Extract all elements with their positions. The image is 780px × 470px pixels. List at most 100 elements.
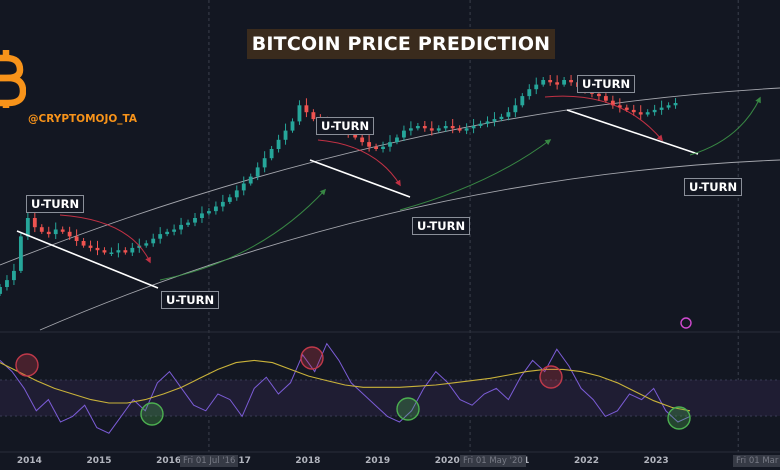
downtrend-line-2	[566, 109, 699, 155]
candle-body	[367, 142, 372, 147]
alert-icon	[680, 317, 692, 329]
candle-body	[527, 89, 532, 97]
candle-body	[179, 224, 183, 230]
candle-body	[353, 132, 358, 138]
uturn-label-2023-bottom: U-TURN	[684, 178, 743, 196]
candle-body	[492, 119, 497, 122]
candle-body	[67, 231, 72, 237]
candle-body	[220, 201, 225, 207]
red-arrow-0	[59, 214, 151, 264]
candle-body	[360, 137, 365, 143]
bitcoin-logo-icon	[0, 48, 26, 108]
grid-layer	[0, 0, 780, 453]
candle-body	[248, 176, 253, 184]
date-chip-2020: Fri 01 May '20	[460, 455, 526, 467]
candle-body	[95, 247, 100, 251]
candle-body	[234, 190, 239, 198]
candle-layer	[0, 75, 678, 296]
candle-body	[39, 227, 44, 232]
green-arrow-5	[689, 96, 761, 156]
green-signal-circle-4	[396, 397, 420, 421]
candle-body	[402, 130, 406, 138]
candle-body	[513, 105, 518, 113]
green-arrow-3	[159, 188, 327, 281]
candle-body	[631, 109, 636, 113]
candle-body	[548, 80, 553, 83]
candle-body	[464, 128, 469, 131]
candle-body	[304, 105, 309, 113]
candle-body	[436, 128, 441, 131]
green-signal-circle-3	[140, 402, 164, 426]
candle-body	[297, 105, 302, 122]
candle-body	[597, 93, 601, 97]
candle-body	[374, 146, 378, 149]
year-tick-label: 2018	[295, 456, 321, 466]
candle-body	[123, 250, 128, 253]
candle-body	[262, 158, 267, 168]
candle-body	[520, 96, 525, 106]
year-tick-label: 2023	[643, 456, 669, 466]
candle-body	[102, 250, 107, 253]
candle-body	[137, 245, 142, 248]
candle-body	[457, 128, 462, 131]
candle-body	[645, 112, 650, 115]
candle-body	[53, 229, 58, 235]
candle-body	[638, 112, 643, 115]
green-arrow-4	[399, 139, 552, 211]
channel-lower-line	[39, 159, 780, 331]
candle-body	[60, 229, 65, 232]
candle-body	[32, 218, 37, 228]
candle-body	[562, 80, 567, 85]
candle-body	[269, 149, 274, 159]
candle-body	[499, 116, 504, 120]
red-signal-circle-2	[539, 365, 563, 389]
oscillator-panel	[0, 342, 691, 434]
candle-body	[151, 238, 156, 244]
candle-body	[311, 112, 316, 120]
candle-body	[255, 167, 260, 177]
candle-body	[109, 252, 114, 254]
downtrend-line-1	[309, 159, 411, 198]
candle-body	[443, 126, 448, 129]
candle-body	[471, 126, 476, 129]
candle-body	[165, 231, 170, 235]
candle-body	[506, 112, 511, 117]
red-signal-circle-1	[300, 346, 324, 370]
green-signal-circle-5	[667, 406, 691, 430]
candle-body	[186, 222, 190, 225]
candle-body	[5, 280, 9, 287]
year-tick-label: 2020	[434, 456, 460, 466]
candle-body	[18, 236, 23, 271]
candle-body	[659, 107, 664, 110]
candle-body	[429, 128, 434, 131]
candle-body	[388, 142, 392, 147]
oscillator-band	[0, 380, 780, 416]
candle-body	[207, 211, 211, 214]
candle-body	[408, 128, 413, 131]
year-tick-label: 2015	[86, 456, 112, 466]
uturn-label-2018-top: U-TURN	[316, 117, 375, 135]
candle-body	[673, 103, 678, 106]
candle-body	[12, 270, 16, 281]
candle-body	[415, 126, 420, 129]
candle-body	[25, 218, 30, 237]
oscillator-fast-line	[0, 342, 691, 434]
candle-body	[172, 229, 177, 232]
candle-body	[213, 206, 218, 212]
year-tick-label: 2019	[365, 456, 391, 466]
author-handle: @CRYPTOMOJO_TA	[28, 113, 138, 125]
red-signal-circle-0	[15, 353, 39, 377]
date-chip-2016: Fri 01 Jul '16	[180, 455, 239, 467]
arc-layer	[59, 95, 761, 329]
candle-body	[193, 218, 197, 223]
date-chip-2024: Fri 01 Mar '24	[733, 455, 780, 467]
candle-body	[381, 146, 385, 149]
candle-body	[450, 126, 455, 129]
candle-body	[569, 80, 573, 83]
candle-body	[81, 241, 86, 246]
candle-body	[478, 123, 483, 126]
uturn-label-2014-top: U-TURN	[26, 195, 85, 213]
candle-body	[395, 137, 399, 143]
